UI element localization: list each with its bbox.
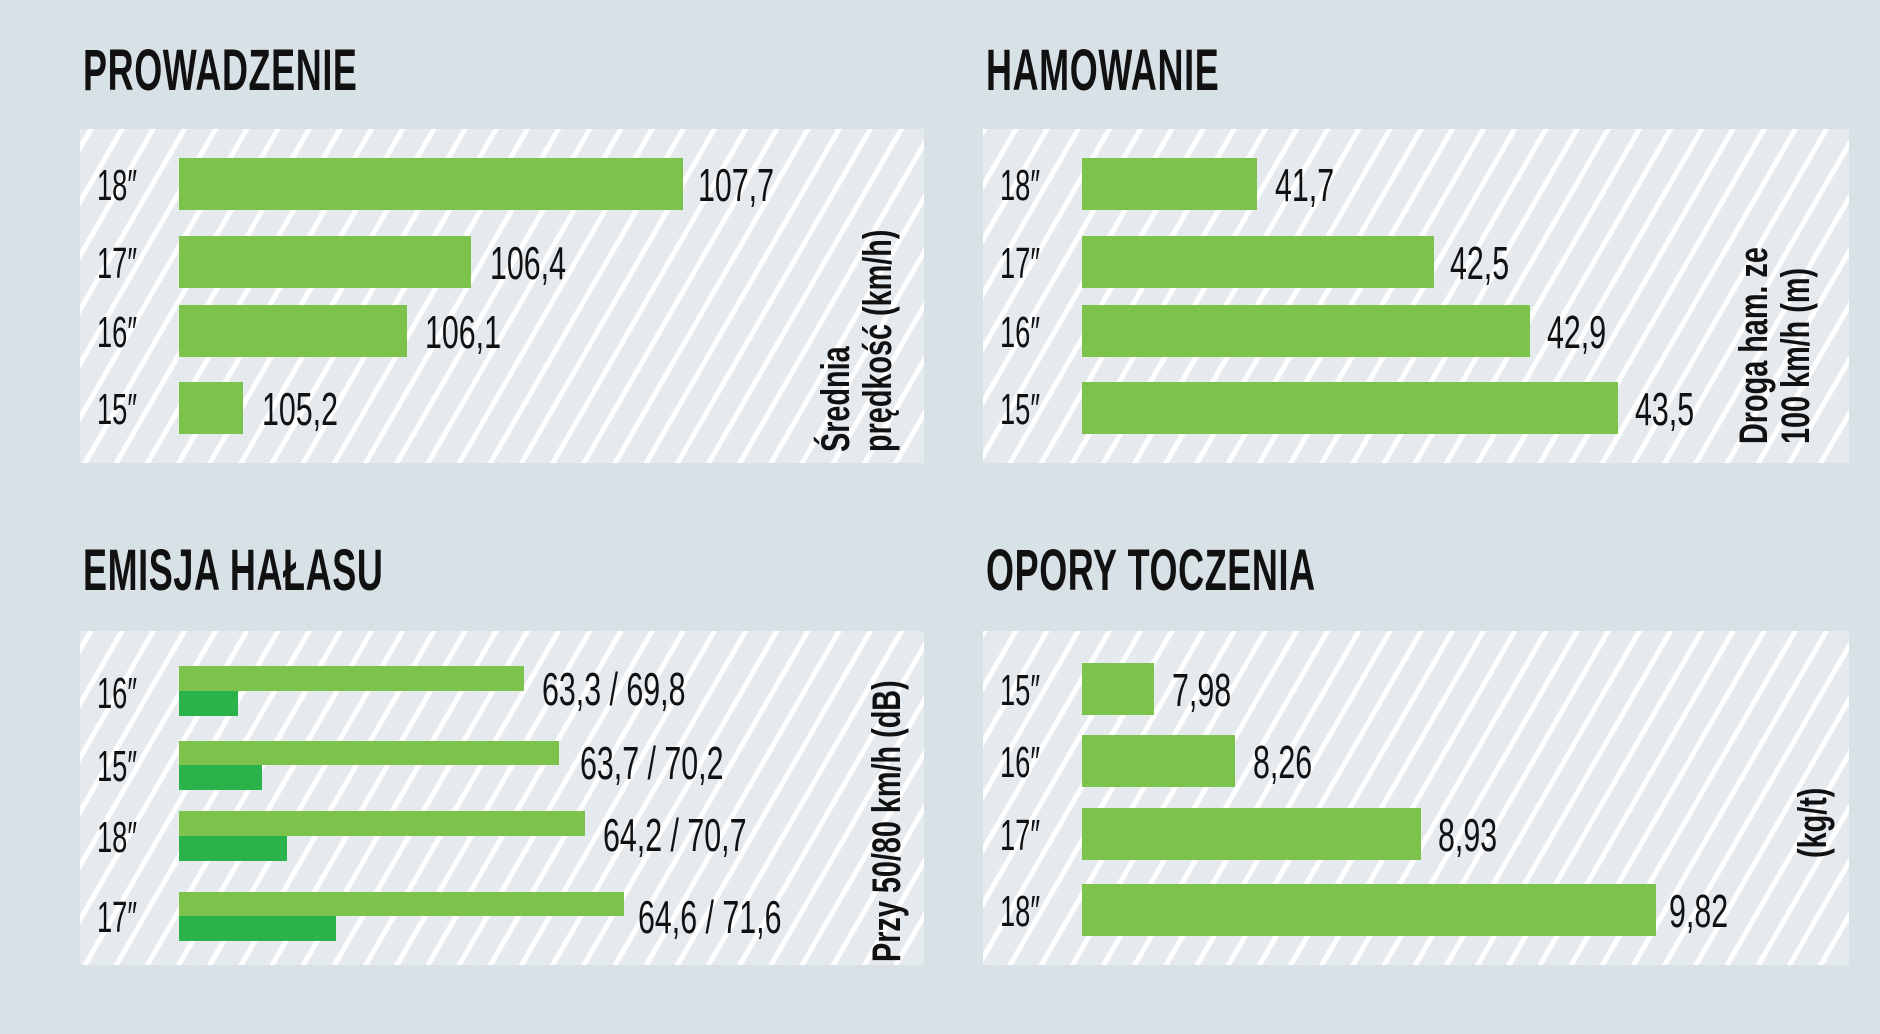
value-label: 42,5: [1450, 237, 1510, 289]
bar: [179, 236, 471, 288]
value-label: 8,26: [1253, 736, 1313, 788]
bar: [1082, 735, 1235, 787]
row-label: 15″: [1000, 385, 1041, 434]
row-label: 18″: [97, 161, 138, 210]
value-label: 63,3 / 69,8: [542, 663, 686, 715]
axis-label-line2: 100 km/h (m): [1774, 267, 1818, 444]
axis-label: (kg/t): [1791, 760, 1835, 858]
row-label: 17″: [1000, 811, 1041, 860]
row-label: 15″: [1000, 666, 1041, 715]
value-label: 41,7: [1275, 159, 1335, 211]
bar: [1082, 236, 1434, 288]
value-label: 105,2: [262, 383, 338, 435]
bar: [1082, 663, 1154, 715]
value-label: 106,4: [490, 237, 566, 289]
value-label: 64,6 / 71,6: [638, 891, 782, 943]
row-label: 18″: [1000, 161, 1041, 210]
bar-80kmh: [179, 811, 585, 836]
bar: [1082, 382, 1618, 434]
axis-label-text: (kg/t): [1791, 787, 1835, 858]
value-label: 9,82: [1669, 885, 1729, 937]
value-label: 64,2 / 70,7: [603, 809, 747, 861]
row-label: 17″: [1000, 239, 1041, 288]
row-label: 15″: [97, 742, 138, 791]
bar: [1082, 305, 1530, 357]
value-label: 106,1: [425, 306, 501, 358]
value-label: 8,93: [1438, 809, 1498, 861]
chart-title: HAMOWANIE: [986, 38, 1220, 103]
bar: [179, 382, 243, 434]
value-label: 107,7: [698, 159, 774, 211]
bar: [1082, 808, 1421, 860]
chart-title: EMISJA HAŁASU: [83, 538, 384, 603]
value-label: 7,98: [1172, 664, 1232, 716]
bar-50kmh: [179, 836, 287, 861]
row-label: 16″: [1000, 738, 1041, 787]
row-label: 17″: [97, 239, 138, 288]
axis-label: Średnia prędkość (km/h): [814, 143, 900, 452]
axis-label: Droga ham. ze 100 km/h (m): [1732, 171, 1818, 444]
bar: [179, 158, 683, 210]
axis-label-text: Przy 50/80 km/h (dB): [865, 680, 909, 962]
chart-title: PROWADZENIE: [83, 38, 358, 103]
bar: [1082, 884, 1656, 936]
row-label: 15″: [97, 385, 138, 434]
bar-80kmh: [179, 741, 559, 765]
axis-label-line1: Droga ham. ze: [1732, 247, 1776, 444]
row-label: 17″: [97, 893, 138, 942]
row-label: 16″: [1000, 308, 1041, 357]
bar-50kmh: [179, 691, 238, 716]
value-label: 42,9: [1547, 306, 1607, 358]
row-label: 18″: [97, 813, 138, 862]
axis-label-line2: prędkość (km/h): [856, 229, 900, 452]
axis-label: Przy 50/80 km/h (dB): [865, 571, 909, 962]
bar-80kmh: [179, 892, 624, 916]
bar-50kmh: [179, 916, 336, 941]
bar-80kmh: [179, 666, 524, 691]
row-label: 16″: [97, 308, 138, 357]
bar-50kmh: [179, 765, 262, 790]
row-label: 18″: [1000, 887, 1041, 936]
chart-title: OPORY TOCZENIA: [986, 538, 1316, 603]
bar: [1082, 158, 1257, 210]
row-label: 16″: [97, 669, 138, 718]
value-label: 43,5: [1635, 383, 1695, 435]
bar: [179, 305, 407, 357]
axis-label-line1: Średnia: [814, 346, 858, 452]
value-label: 63,7 / 70,2: [580, 737, 724, 789]
